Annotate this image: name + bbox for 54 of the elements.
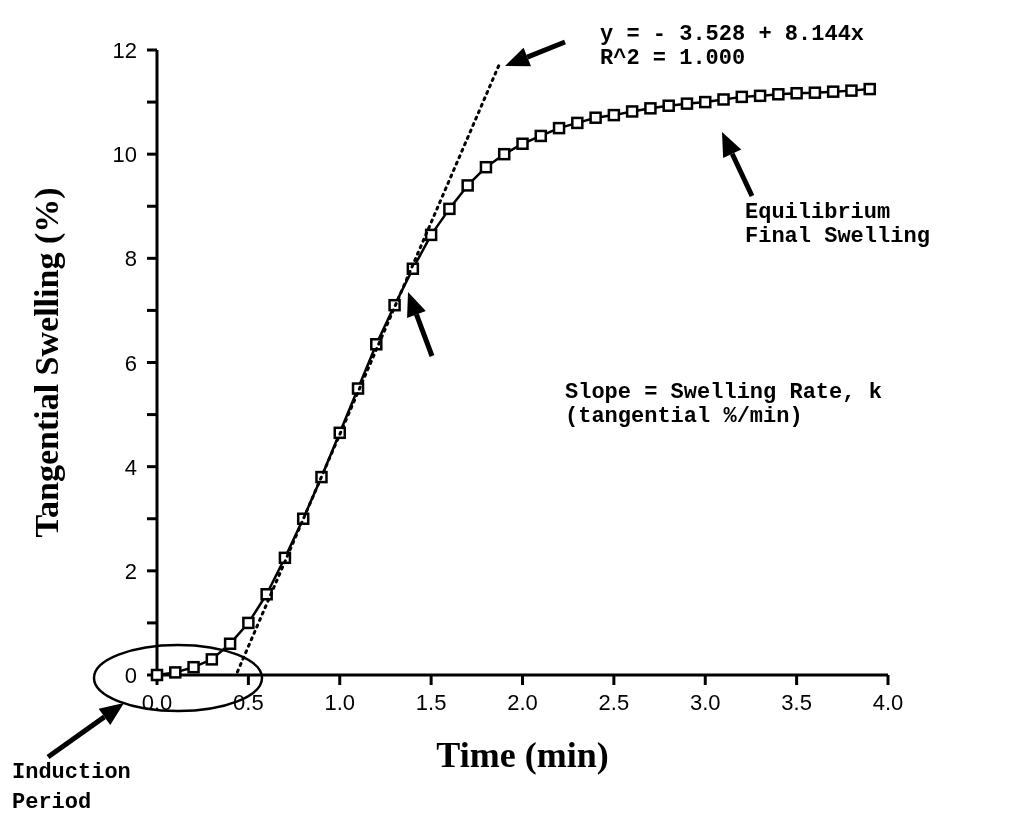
- x-tick-label: 3.0: [689, 690, 721, 715]
- point: [205, 653, 219, 666]
- point: [187, 660, 200, 674]
- point: [662, 99, 675, 112]
- point: [516, 137, 529, 150]
- point: [497, 147, 511, 161]
- x-axis-title: Time (min): [436, 735, 609, 775]
- x-tick-label: 3.5: [781, 690, 812, 715]
- point: [680, 97, 694, 110]
- annotation: (tangential %/min): [565, 404, 803, 429]
- point: [644, 102, 657, 115]
- text: Induction: [12, 760, 131, 785]
- y-tick-label: 0: [124, 663, 137, 688]
- x-tick-label: 1.0: [324, 690, 356, 715]
- point: [552, 121, 566, 135]
- point: [863, 82, 876, 96]
- point: [607, 108, 621, 122]
- y-tick-label: 4: [124, 454, 137, 480]
- y-tick-label: 8: [124, 246, 137, 272]
- point: [826, 85, 840, 98]
- point: [808, 86, 822, 99]
- x-tick-label: 1.5: [415, 690, 447, 715]
- y-tick-label: 6: [124, 350, 137, 376]
- point: [845, 84, 858, 97]
- point: [479, 160, 493, 174]
- point: [735, 90, 749, 104]
- annotation: Equilibrium: [745, 200, 891, 225]
- x-tick-label: 4.0: [872, 690, 904, 715]
- y-tick-label: 2: [124, 558, 137, 584]
- point: [534, 129, 548, 143]
- point: [772, 88, 785, 101]
- y-tick-label: 12: [112, 38, 137, 63]
- y-axis-title: Tangential Swelling (%): [28, 187, 66, 538]
- point: [717, 93, 730, 106]
- point: [790, 86, 803, 100]
- point: [589, 111, 602, 124]
- point: [571, 116, 584, 130]
- text: Period: [12, 790, 92, 815]
- point: [169, 666, 182, 679]
- annotation: R^2 = 1.000: [600, 46, 746, 71]
- point: [461, 179, 474, 192]
- text: y = - 3.528 + 8.144x: [600, 22, 865, 47]
- point: [223, 637, 237, 650]
- x-tick-label: 2.0: [507, 690, 538, 715]
- point: [753, 89, 767, 103]
- y-tick-label: 10: [112, 142, 137, 168]
- x-tick-label: 0.5: [233, 690, 264, 715]
- point: [242, 616, 255, 630]
- point: [699, 95, 712, 109]
- annotation: Slope = Swelling Rate, k: [565, 380, 882, 405]
- x-tick-label: 2.5: [598, 690, 630, 715]
- point: [443, 202, 456, 216]
- point: [625, 105, 639, 118]
- annotation: Final Swelling: [745, 224, 930, 249]
